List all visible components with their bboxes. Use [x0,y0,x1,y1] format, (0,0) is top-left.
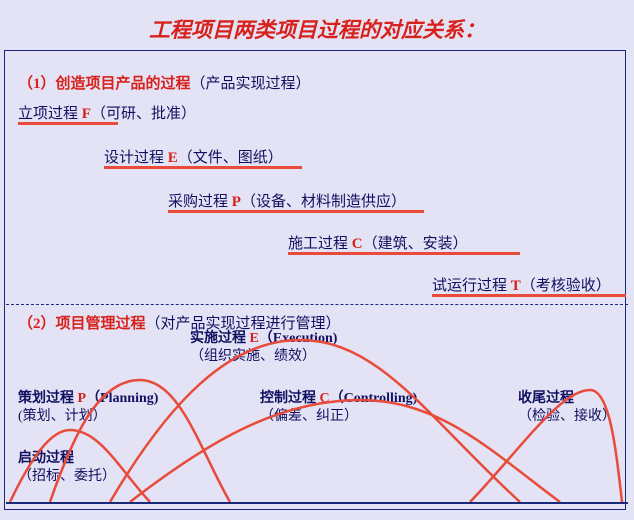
curve-execution [110,340,520,502]
curve-initiation [10,430,150,502]
curve-planning [50,380,230,502]
timeline-baseline [6,502,628,504]
process-curves [0,0,634,520]
curve-controlling [130,400,560,502]
curve-closing [470,390,622,502]
